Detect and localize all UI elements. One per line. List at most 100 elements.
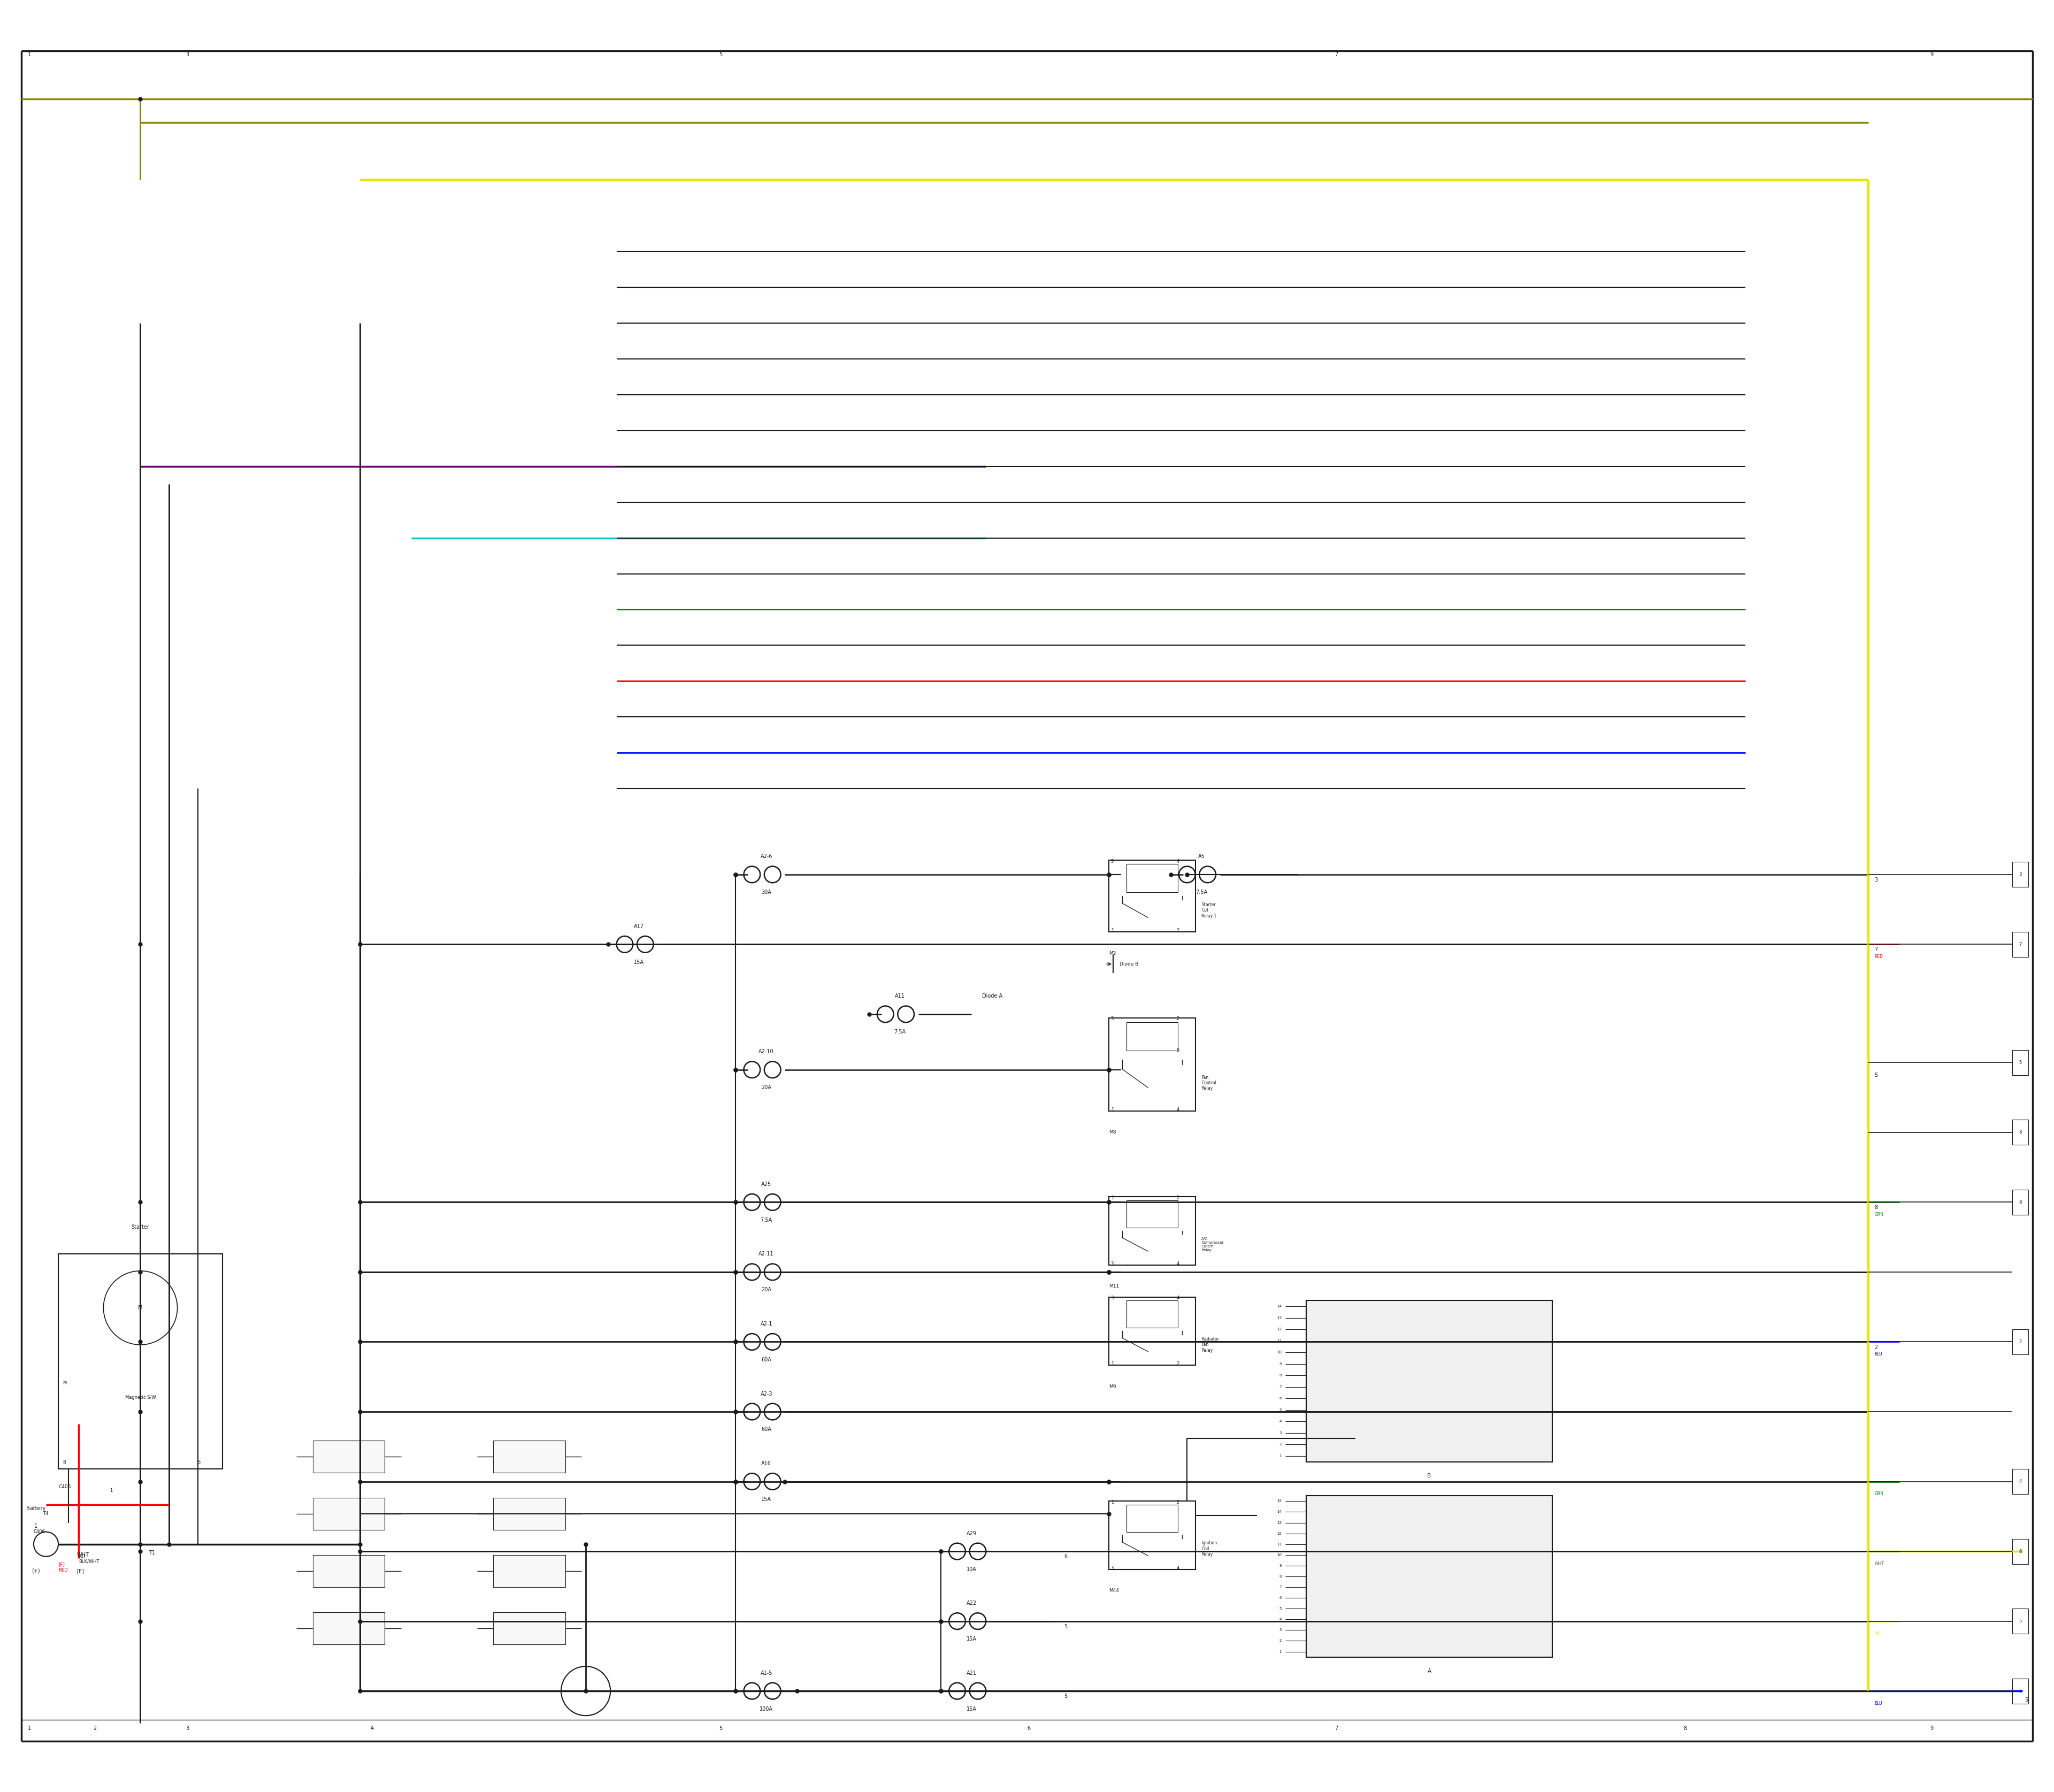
Text: 5: 5 bbox=[2019, 1618, 2021, 1624]
Text: Magnetic S/W: Magnetic S/W bbox=[125, 1394, 156, 1400]
Bar bbox=[312, 1613, 384, 1645]
Text: 6: 6 bbox=[1027, 1726, 1031, 1731]
Text: 4: 4 bbox=[1177, 1296, 1179, 1301]
Text: A/C
Compressor
Clutch
Relay: A/C Compressor Clutch Relay bbox=[1202, 1236, 1224, 1251]
Text: 5: 5 bbox=[1875, 1072, 1877, 1077]
Text: 2: 2 bbox=[1177, 1016, 1179, 1021]
Text: 4: 4 bbox=[370, 1726, 374, 1731]
Text: 8: 8 bbox=[1280, 1575, 1282, 1579]
Text: 13: 13 bbox=[1278, 1317, 1282, 1319]
Text: 1: 1 bbox=[109, 1487, 113, 1493]
Text: 7.5A: 7.5A bbox=[893, 1029, 906, 1034]
Text: 2: 2 bbox=[2019, 1339, 2021, 1344]
Text: BLU: BLU bbox=[1875, 1351, 1881, 1357]
Bar bbox=[1126, 1023, 1179, 1050]
Text: 2: 2 bbox=[1875, 1344, 1877, 1349]
Text: C406: C406 bbox=[33, 1529, 45, 1534]
Text: C406: C406 bbox=[58, 1484, 70, 1489]
Text: A2-10: A2-10 bbox=[758, 1048, 774, 1054]
Text: A2-1: A2-1 bbox=[760, 1321, 772, 1326]
Bar bbox=[312, 1441, 384, 1473]
Text: 3: 3 bbox=[1111, 858, 1113, 864]
Bar bbox=[493, 1498, 565, 1530]
Text: A17: A17 bbox=[635, 923, 645, 928]
Text: 15A: 15A bbox=[967, 1636, 976, 1641]
Text: 10A: 10A bbox=[967, 1566, 976, 1572]
Bar bbox=[1306, 1301, 1553, 1462]
Text: 3: 3 bbox=[185, 52, 189, 57]
Bar bbox=[493, 1555, 565, 1588]
Text: 2: 2 bbox=[1177, 1362, 1179, 1366]
Text: GRN: GRN bbox=[1875, 1491, 1884, 1496]
Text: 1: 1 bbox=[1111, 928, 1113, 934]
Bar bbox=[1109, 1018, 1195, 1111]
Text: M2: M2 bbox=[1109, 952, 1115, 955]
Text: 4: 4 bbox=[1177, 1566, 1179, 1570]
Text: 3: 3 bbox=[1875, 878, 1877, 882]
Text: 3: 3 bbox=[1111, 1016, 1113, 1021]
Text: Starter: Starter bbox=[131, 1224, 150, 1229]
Bar bbox=[1109, 1502, 1195, 1570]
Text: 2: 2 bbox=[92, 1726, 97, 1731]
Text: S: S bbox=[197, 1460, 201, 1464]
Text: 3: 3 bbox=[1280, 1629, 1282, 1633]
Text: A25: A25 bbox=[762, 1181, 772, 1186]
Bar bbox=[2013, 1609, 2029, 1634]
Text: 8: 8 bbox=[2019, 1131, 2021, 1134]
Bar bbox=[1109, 1297, 1195, 1366]
Text: A2-11: A2-11 bbox=[758, 1251, 774, 1256]
Text: RED: RED bbox=[1875, 955, 1884, 959]
Text: 1: 1 bbox=[27, 52, 31, 57]
Text: 4: 4 bbox=[1280, 1419, 1282, 1423]
Text: 7.5A: 7.5A bbox=[760, 1217, 772, 1222]
Text: YEL: YEL bbox=[1875, 1631, 1881, 1636]
Text: 2: 2 bbox=[1177, 1500, 1179, 1505]
Text: A5: A5 bbox=[1197, 855, 1206, 860]
Bar bbox=[493, 1613, 565, 1645]
Text: 11: 11 bbox=[1278, 1339, 1282, 1342]
Text: 6: 6 bbox=[2019, 1548, 2021, 1554]
Bar bbox=[1306, 1496, 1553, 1658]
Text: M: M bbox=[62, 1380, 66, 1385]
Text: 7.5A: 7.5A bbox=[1195, 891, 1208, 894]
Text: 100A: 100A bbox=[760, 1706, 772, 1711]
Text: 3: 3 bbox=[1280, 1432, 1282, 1435]
Text: 5: 5 bbox=[1280, 1409, 1282, 1412]
Text: 6: 6 bbox=[1280, 1597, 1282, 1600]
Text: 15A: 15A bbox=[635, 959, 645, 964]
Text: 2: 2 bbox=[1177, 928, 1179, 934]
Text: Diode B: Diode B bbox=[1119, 962, 1138, 966]
Text: 3: 3 bbox=[2019, 873, 2021, 876]
Text: 4: 4 bbox=[1177, 1107, 1179, 1113]
Text: A2-3: A2-3 bbox=[760, 1391, 772, 1396]
Text: 20A: 20A bbox=[762, 1084, 772, 1090]
Text: 15A: 15A bbox=[967, 1706, 976, 1711]
Text: A1-5: A1-5 bbox=[760, 1670, 772, 1676]
Text: 7: 7 bbox=[1335, 52, 1339, 57]
Text: 14: 14 bbox=[1278, 1305, 1282, 1308]
Text: M44: M44 bbox=[1109, 1588, 1119, 1593]
Text: 3: 3 bbox=[1111, 1296, 1113, 1301]
Text: 7: 7 bbox=[1280, 1385, 1282, 1389]
Text: 4: 4 bbox=[1177, 858, 1179, 864]
Text: 2: 2 bbox=[1280, 1443, 1282, 1446]
Bar bbox=[312, 1498, 384, 1530]
Text: 1: 1 bbox=[1111, 1195, 1113, 1201]
Text: 9: 9 bbox=[1931, 52, 1933, 57]
Text: A: A bbox=[1428, 1668, 1432, 1674]
Text: 5: 5 bbox=[1064, 1624, 1068, 1629]
Text: 8: 8 bbox=[1280, 1374, 1282, 1376]
Text: 4: 4 bbox=[1177, 1262, 1179, 1267]
Text: A21: A21 bbox=[967, 1670, 976, 1676]
Text: Battery: Battery bbox=[27, 1505, 45, 1511]
Text: 5: 5 bbox=[1177, 1048, 1179, 1052]
Text: 7: 7 bbox=[1280, 1586, 1282, 1590]
Text: BLU: BLU bbox=[1875, 1701, 1881, 1706]
Text: 5: 5 bbox=[719, 1726, 723, 1731]
Text: [E]
RED: [E] RED bbox=[58, 1563, 68, 1573]
Text: WHT: WHT bbox=[1875, 1561, 1884, 1566]
Text: 9: 9 bbox=[1931, 1726, 1933, 1731]
Text: 10: 10 bbox=[1278, 1351, 1282, 1355]
Text: 1: 1 bbox=[1111, 1500, 1113, 1505]
Text: 8: 8 bbox=[1875, 1204, 1877, 1210]
